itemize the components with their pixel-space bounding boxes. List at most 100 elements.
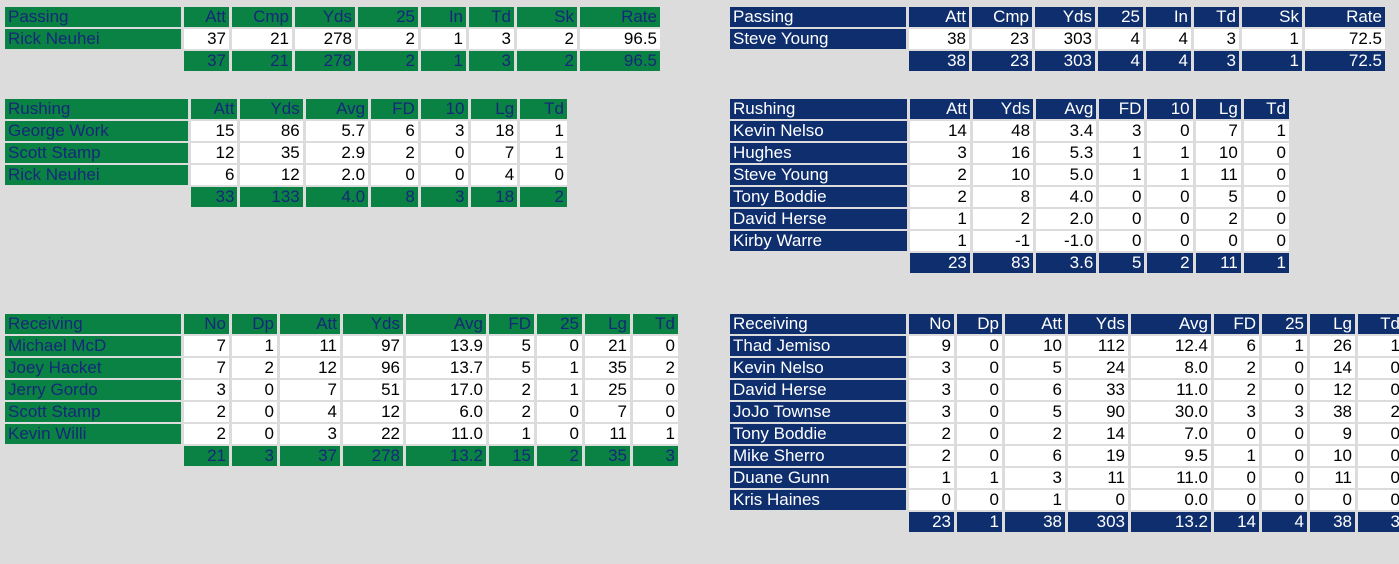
stat-cell: 3 xyxy=(469,29,514,49)
column-header: Sk xyxy=(1242,7,1302,27)
stat-cell: 0 xyxy=(1243,231,1289,251)
column-header: 25 xyxy=(358,7,418,27)
stat-cell: 0 xyxy=(1262,490,1307,510)
stat-cell: 1 xyxy=(537,380,582,400)
player-name: Mike Sherro xyxy=(730,446,906,466)
stat-cell: 6 xyxy=(1005,446,1065,466)
totals-spacer xyxy=(730,253,907,273)
total-cell: 96.5 xyxy=(580,51,660,71)
stat-cell: 0 xyxy=(1147,231,1193,251)
stat-cell: 0 xyxy=(1147,121,1193,141)
stat-cell: 0 xyxy=(1358,446,1399,466)
total-cell: 4 xyxy=(1146,51,1191,71)
stat-cell: 35 xyxy=(585,358,630,378)
stat-cell: 14 xyxy=(909,121,970,141)
stat-cell: 3 xyxy=(420,121,468,141)
table-row: Scott Stamp 2 0 4 12 6.0 2 0 7 0 xyxy=(5,402,678,422)
section-title: Receiving xyxy=(730,314,906,334)
stat-cell: 23 xyxy=(972,29,1032,49)
player-name: Scott Stamp xyxy=(5,143,188,163)
stat-cell: 0 xyxy=(633,336,678,356)
total-cell: 8 xyxy=(371,187,418,207)
total-cell: 2 xyxy=(537,446,582,466)
stat-cell: 0 xyxy=(1358,468,1399,488)
column-header: Att xyxy=(909,99,970,119)
column-header: Lg xyxy=(1310,314,1355,334)
stat-cell: 37 xyxy=(184,29,229,49)
stat-cell: -1 xyxy=(972,231,1034,251)
column-header: Td xyxy=(469,7,514,27)
column-header: Rate xyxy=(1305,7,1385,27)
stat-cell: 11.0 xyxy=(1131,468,1211,488)
player-name: Steve Young xyxy=(730,165,907,185)
column-header: Att xyxy=(280,314,340,334)
player-name: Hughes xyxy=(730,143,907,163)
stat-cell: 0 xyxy=(1243,187,1289,207)
stat-cell: 86 xyxy=(240,121,303,141)
stat-cell: 0 xyxy=(537,402,582,422)
stat-cell: 5.0 xyxy=(1036,165,1097,185)
totals-row: 23 1 38 303 13.2 14 4 38 3 xyxy=(730,512,1399,532)
totals-row: 33 133 4.0 8 3 18 2 xyxy=(5,187,567,207)
stat-cell: 0 xyxy=(520,165,567,185)
stat-cell: 6 xyxy=(190,165,238,185)
stat-cell: 6 xyxy=(371,121,418,141)
total-cell: 1 xyxy=(957,512,1002,532)
stat-cell: 24 xyxy=(1068,358,1128,378)
column-header: Lg xyxy=(1195,99,1241,119)
total-cell: 83 xyxy=(972,253,1034,273)
stat-cell: 11 xyxy=(280,336,340,356)
stat-cell: 1 xyxy=(1147,143,1193,163)
player-name: Michael McD xyxy=(5,336,181,356)
stat-cell: 0 xyxy=(1358,380,1399,400)
stat-cell: 0 xyxy=(909,490,954,510)
stat-cell: 7 xyxy=(585,402,630,422)
stat-cell: 90 xyxy=(1068,402,1128,422)
column-header: Avg xyxy=(1036,99,1097,119)
stat-cell: 10 xyxy=(1195,143,1241,163)
stat-cell: 0 xyxy=(1147,187,1193,207)
stat-cell: 5 xyxy=(489,358,534,378)
total-cell: 11 xyxy=(1195,253,1241,273)
stat-cell: 33 xyxy=(1068,380,1128,400)
stat-cell: 5 xyxy=(1005,358,1065,378)
table-row: Mike Sherro 2 0 6 19 9.5 1 0 10 0 xyxy=(730,446,1399,466)
column-header: Yds xyxy=(343,314,403,334)
stat-cell: 1 xyxy=(232,336,277,356)
stat-cell: 10 xyxy=(1005,336,1065,356)
stat-cell: 0 xyxy=(1262,468,1307,488)
stat-cell: 2 xyxy=(184,402,229,422)
table-row: Scott Stamp 12 35 2.9 2 0 7 1 xyxy=(5,143,567,163)
stat-cell: 0 xyxy=(1243,165,1289,185)
column-header: Yds xyxy=(1035,7,1095,27)
stat-cell: 0 xyxy=(1262,424,1307,444)
stat-cell: 30.0 xyxy=(1131,402,1211,422)
total-cell: 2 xyxy=(517,51,577,71)
stat-cell: 0 xyxy=(633,380,678,400)
column-header: Yds xyxy=(240,99,303,119)
stat-cell: 1 xyxy=(633,424,678,444)
stat-cell: 0 xyxy=(957,402,1002,422)
stat-cell: 1 xyxy=(1214,446,1259,466)
stat-cell: 0 xyxy=(232,424,277,444)
stat-cell: 7 xyxy=(280,380,340,400)
total-cell: 278 xyxy=(343,446,403,466)
column-header: Yds xyxy=(972,99,1034,119)
column-header: Td xyxy=(1243,99,1289,119)
column-header: Yds xyxy=(295,7,355,27)
stat-cell: 3 xyxy=(909,143,970,163)
column-header: Dp xyxy=(957,314,1002,334)
column-header: 10 xyxy=(420,99,468,119)
stat-cell: 16 xyxy=(972,143,1034,163)
stat-cell: 1 xyxy=(537,358,582,378)
table-row: Tony Boddie 2 8 4.0 0 0 5 0 xyxy=(730,187,1289,207)
player-name: Kris Haines xyxy=(730,490,906,510)
stat-cell: 2 xyxy=(489,402,534,422)
left-rushing-table: Rushing Att Yds Avg FD 10 Lg Td George Work 15 86 5… xyxy=(2,97,570,209)
total-cell: 3 xyxy=(420,187,468,207)
stat-cell: 7 xyxy=(1195,121,1241,141)
stat-cell: 21 xyxy=(585,336,630,356)
stat-cell: 0 xyxy=(1358,490,1399,510)
stat-cell: 4 xyxy=(280,402,340,422)
section-title: Receiving xyxy=(5,314,181,334)
